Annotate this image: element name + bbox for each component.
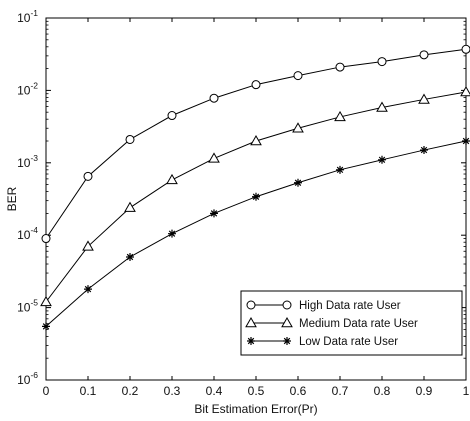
legend-marker-circle — [246, 300, 256, 310]
legend-marker-triangle — [281, 316, 293, 328]
data-point-circle — [83, 171, 93, 181]
data-point-triangle — [334, 110, 346, 122]
x-tick-label: 0.8 — [374, 384, 391, 398]
data-point-circle — [419, 50, 429, 60]
data-point-circle — [209, 93, 219, 103]
data-point-star — [294, 178, 302, 187]
data-point-circle — [335, 62, 345, 72]
legend: High Data rate User Medium Data rate User… — [240, 290, 463, 356]
y-tick-label: 10-2 — [17, 80, 38, 97]
data-point-circle — [167, 111, 177, 121]
y-tick-label: 10-6 — [17, 370, 38, 387]
data-point-star — [252, 192, 260, 201]
legend-marker-star — [247, 337, 255, 345]
legend-marker-triangle — [245, 316, 257, 328]
data-point-star — [84, 285, 92, 294]
x-tick-label: 0.1 — [80, 384, 97, 398]
x-tick-label: 0.9 — [416, 384, 433, 398]
x-tick-label: 1 — [463, 384, 470, 398]
data-point-circle — [125, 134, 135, 144]
data-point-star — [210, 209, 218, 218]
y-tick-label: 10-1 — [17, 8, 38, 25]
x-tick-label: 0.4 — [206, 384, 223, 398]
data-point-star — [462, 137, 470, 146]
legend-label: High Data rate User — [299, 300, 401, 312]
data-point-triangle — [82, 240, 94, 251]
data-point-triangle — [208, 152, 220, 163]
data-point-star — [420, 146, 428, 155]
data-point-triangle — [40, 295, 52, 307]
data-point-triangle — [250, 134, 262, 146]
data-point-star — [336, 165, 344, 174]
data-point-star — [126, 252, 134, 261]
data-point-circle — [377, 57, 387, 67]
data-point-triangle — [124, 201, 136, 212]
data-point-triangle — [292, 122, 304, 133]
legend-marker-circle — [282, 300, 292, 310]
x-tick-label: 0.7 — [332, 384, 349, 398]
x-tick-label: 0.5 — [248, 384, 265, 398]
data-point-triangle — [166, 173, 178, 185]
x-axis-title: Bit Estimation Error(Pr) — [194, 402, 317, 416]
data-point-triangle — [460, 86, 470, 97]
x-tick-label: 0.3 — [164, 384, 181, 398]
x-tick-label: 0.2 — [122, 384, 139, 398]
data-point-triangle — [418, 93, 430, 104]
legend-label: Low Data rate User — [299, 336, 398, 348]
data-point-triangle — [376, 101, 388, 112]
data-point-star — [42, 322, 50, 331]
x-tick-label: 0.6 — [290, 384, 307, 398]
y-tick-label: 10-4 — [17, 225, 38, 242]
legend-marker-star — [283, 337, 291, 345]
legend-label: Medium Data rate User — [299, 318, 418, 330]
x-tick-label: 0 — [43, 384, 50, 398]
y-axis-title: BER — [5, 186, 19, 211]
data-point-star — [378, 155, 386, 164]
y-tick-label: 10-5 — [17, 298, 38, 315]
data-point-circle — [41, 234, 51, 244]
data-point-circle — [251, 80, 261, 90]
y-tick-label: 10-3 — [17, 153, 38, 170]
data-point-circle — [293, 71, 303, 81]
data-point-star — [168, 229, 176, 238]
data-point-circle — [461, 44, 470, 54]
